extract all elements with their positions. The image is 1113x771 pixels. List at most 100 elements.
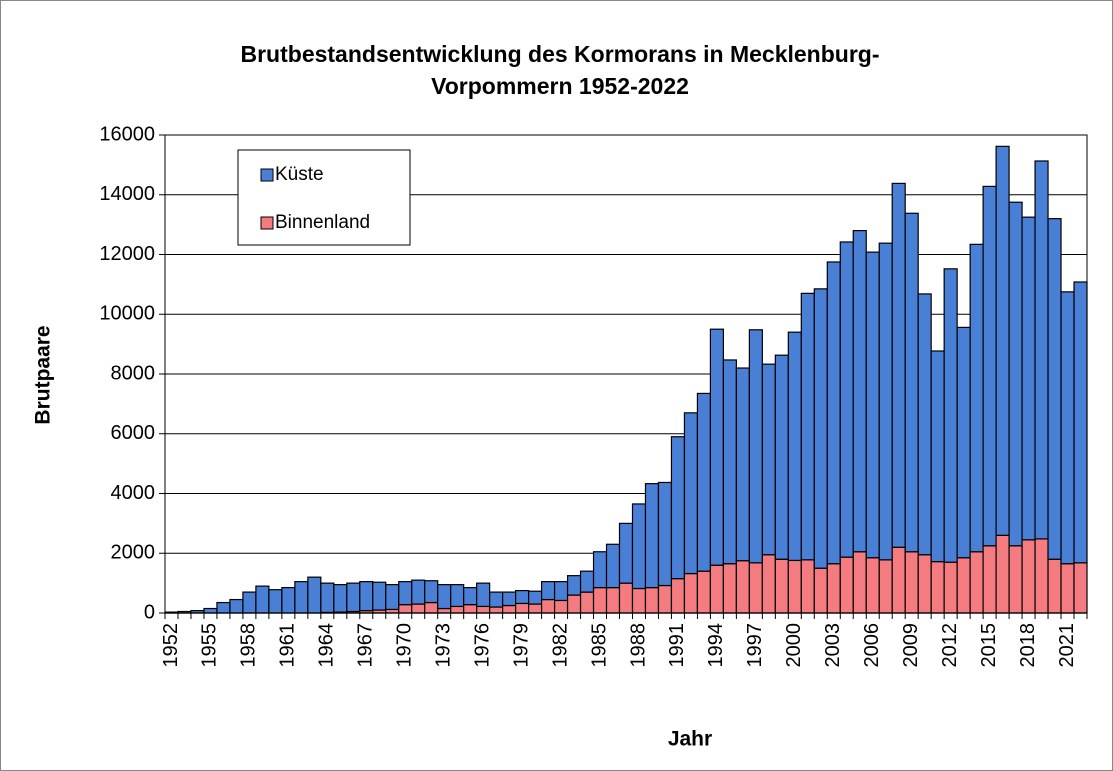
bar-segment [917,293,932,556]
legend-swatch [260,168,274,182]
bar-segment [553,599,569,614]
legend-label: Küste [275,164,324,185]
bar-segment [956,326,971,559]
bar-segment [1060,563,1075,614]
bar-segment [359,581,374,612]
bar-segment [268,589,283,614]
bar-segment [450,605,465,614]
bar-segment [385,584,400,611]
bar-segment [644,587,660,614]
x-axis-label: Jahr [668,728,712,751]
bar-segment [709,564,724,614]
bar-segment [437,607,452,614]
bar-segment [528,590,543,605]
y-tick-label: 2000 [111,542,156,564]
y-tick-label: 4000 [111,482,156,504]
bar-segment [307,576,322,614]
bar-segment [748,562,763,614]
x-tick-label: 1967 [355,623,377,668]
bar-segment [930,561,945,614]
bar-segment [696,570,712,614]
bar-segment [618,582,634,614]
bar-segment [826,563,841,614]
x-tick-label: 1994 [705,623,727,668]
y-tick-label: 16000 [99,123,155,145]
bar-segment [748,329,763,564]
x-tick-label: 1952 [160,623,182,668]
chart-title: Brutbestandsentwicklung des Kormorans in… [241,41,880,67]
bar-segment [683,412,699,575]
x-tick-label: 2021 [1056,623,1078,668]
bar-segment [696,392,712,572]
bar-segment [398,604,413,614]
bar-segment [904,212,919,553]
bar-segment [489,591,504,608]
bar-segment [657,481,673,587]
bar-segment [1008,201,1023,547]
bar-segment [1021,539,1036,614]
bar-segment [969,243,984,553]
bar-segment [956,557,971,614]
bar-segment [411,603,426,614]
bar-segment [839,556,854,614]
x-tick-label: 2012 [939,623,961,668]
y-tick-label: 12000 [99,243,155,265]
bar-segment [294,581,309,614]
bar-segment [787,559,802,614]
bar-segment [618,522,634,584]
bar-segment [657,584,673,614]
bar-segment [346,582,361,613]
bar-segment [489,606,504,614]
bar-segment [281,587,296,614]
bar-segment [943,561,958,614]
bar-segment [1047,218,1062,560]
bar-segment [605,543,621,589]
bar-segment [333,584,348,613]
bar-segment [813,567,828,614]
bar-segment [1008,545,1023,614]
bar-segment [203,607,218,614]
bar-segment [229,598,244,614]
bar-segment [579,570,595,593]
bar-segment [450,584,465,608]
x-tick-label: 1961 [277,623,299,668]
bar-segment [683,572,699,614]
bar-segment [761,363,776,556]
bar-segment [528,603,543,614]
x-tick-label: 2003 [822,623,844,668]
bar-segment [891,546,906,614]
y-tick-label: 0 [144,601,155,623]
bar-segment [1021,216,1036,541]
bar-segment [1034,160,1049,540]
bar-segment [553,581,569,602]
bar-segment [852,230,867,553]
bar-segment [774,354,789,560]
bar-segment [865,251,880,559]
bar-segment [735,560,750,614]
x-tick-label: 1988 [627,623,649,668]
bar-segment [865,557,880,614]
bar-segment [242,591,257,614]
x-tick-label: 1955 [199,623,221,668]
bar-segment [515,589,530,605]
y-tick-label: 10000 [99,303,155,325]
bar-segment [372,581,387,611]
x-tick-label: 2000 [783,623,805,668]
bar-segment [1060,291,1075,565]
bar-segment [424,601,439,614]
bar-segment [891,182,906,548]
bar-segment [917,554,932,614]
y-tick-label: 14000 [99,183,155,205]
bar-segment [605,587,621,614]
bar-segment [540,581,556,601]
bar-segment [216,601,231,614]
bar-segment [800,559,815,614]
bar-segment [839,241,854,558]
bar-segment [566,594,582,614]
bar-segment [800,292,815,561]
bar-segment [878,242,893,561]
bar-segment [463,604,478,614]
bar-segment [930,350,945,563]
bar-segment [670,436,686,580]
x-tick-label: 1973 [432,623,454,668]
